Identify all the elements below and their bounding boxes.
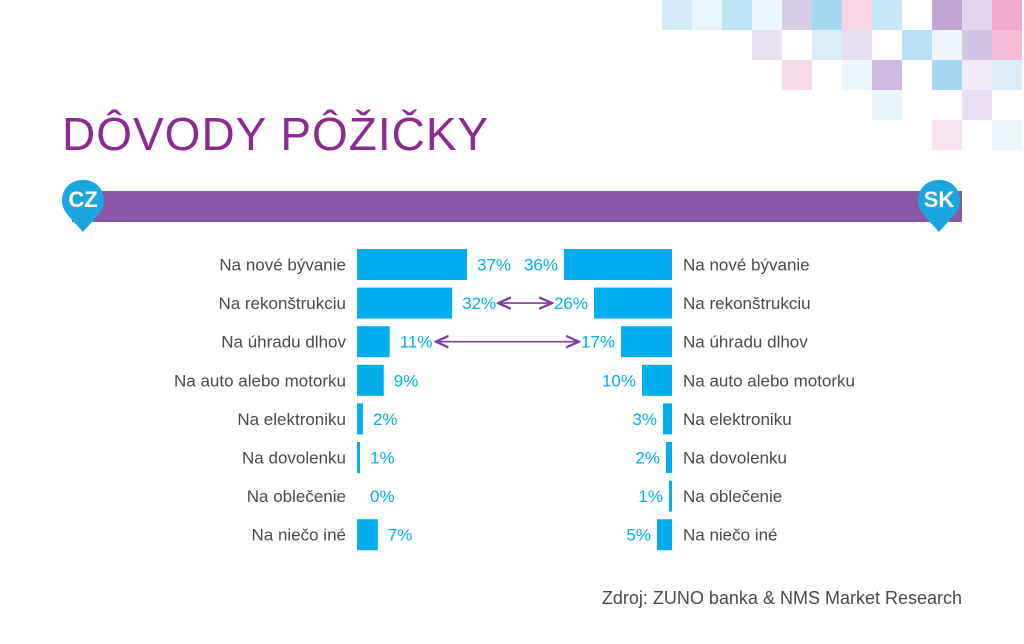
decorative-square <box>722 0 752 30</box>
decorative-square <box>932 30 962 60</box>
decorative-square <box>992 60 1022 90</box>
decorative-square <box>812 0 842 30</box>
cz-bar <box>357 403 363 435</box>
cz-value-label: 11% <box>400 333 433 352</box>
sk-bar <box>669 480 672 512</box>
decorative-square <box>752 30 782 60</box>
decorative-square <box>782 0 812 30</box>
sk-bar <box>642 364 672 396</box>
cz-value-label: 2% <box>373 410 398 429</box>
cz-bar <box>357 519 378 551</box>
decorative-square <box>932 120 962 150</box>
sk-category-label: Na auto alebo motorku <box>683 371 855 390</box>
cz-bar <box>357 442 360 473</box>
decorative-square <box>812 30 842 60</box>
sk-value-label: 36% <box>524 256 558 275</box>
sk-flag-label: SK <box>923 187 955 212</box>
sk-bar <box>666 442 672 473</box>
decorative-square <box>932 60 962 90</box>
sk-bar <box>564 249 672 280</box>
cz-category-label: Na nové bývanie <box>219 256 346 275</box>
cz-flag-label: CZ <box>68 187 98 212</box>
sk-value-label: 1% <box>638 487 663 506</box>
decorative-square <box>962 30 992 60</box>
header-band <box>72 191 962 222</box>
cz-flag-pin-icon: CZ <box>60 178 106 234</box>
source-note: Zdroj: ZUNO banka & NMS Market Research <box>601 588 962 608</box>
sk-category-label: Na oblečenie <box>683 487 782 506</box>
cz-category-label: Na niečo iné <box>251 526 346 545</box>
decorative-square <box>902 30 932 60</box>
decorative-square <box>962 0 992 30</box>
decorative-square <box>692 0 722 30</box>
cz-category-label: Na rekonštrukciu <box>218 294 346 313</box>
sk-value-label: 3% <box>632 410 657 429</box>
sk-value-label: 26% <box>554 294 588 313</box>
cz-value-label: 37% <box>477 256 511 275</box>
decorative-square <box>992 0 1022 30</box>
cz-value-label: 1% <box>370 449 395 468</box>
sk-value-label: 10% <box>602 371 636 390</box>
decorative-square <box>992 120 1022 150</box>
decorative-square <box>992 30 1022 60</box>
cz-value-label: 7% <box>388 526 413 545</box>
sk-category-label: Na niečo iné <box>683 526 778 545</box>
sk-category-label: Na dovolenku <box>683 449 787 468</box>
sk-flag-pin-icon: SK <box>916 178 962 234</box>
decorative-square <box>842 0 872 30</box>
cz-category-label: Na auto alebo motorku <box>174 371 346 390</box>
decorative-square <box>842 30 872 60</box>
cz-category-label: Na elektroniku <box>237 410 346 429</box>
sk-bar <box>663 403 672 435</box>
cz-value-label: 32% <box>462 294 496 313</box>
decorative-square <box>872 0 902 30</box>
decorative-square <box>662 0 692 30</box>
decorative-square <box>872 60 902 90</box>
cz-bar <box>357 364 384 396</box>
decorative-square <box>932 0 962 30</box>
decorative-square <box>872 90 902 120</box>
sk-value-label: 2% <box>635 449 660 468</box>
decorative-square <box>782 60 812 90</box>
sk-category-label: Na nové bývanie <box>683 256 810 275</box>
sk-category-label: Na úhradu dlhov <box>683 333 808 352</box>
sk-bar <box>657 519 672 551</box>
decorative-square <box>842 60 872 90</box>
cz-bar <box>357 287 453 319</box>
sk-category-label: Na rekonštrukciu <box>683 294 811 313</box>
sk-category-label: Na elektroniku <box>683 410 792 429</box>
cz-value-label: 0% <box>370 487 395 506</box>
decorative-squares <box>662 0 1022 150</box>
sk-bar <box>594 287 672 319</box>
cz-bar <box>357 326 390 358</box>
cz-category-label: Na oblečenie <box>247 487 346 506</box>
sk-value-label: 17% <box>581 333 615 352</box>
decorative-square <box>962 60 992 90</box>
cz-value-label: 9% <box>394 371 419 390</box>
sk-bar <box>621 326 672 358</box>
cz-category-label: Na úhradu dlhov <box>221 333 346 352</box>
cz-bar <box>357 249 467 280</box>
decorative-square <box>962 90 992 120</box>
sk-value-label: 5% <box>626 526 651 545</box>
cz-category-label: Na dovolenku <box>242 449 346 468</box>
page-title: DÔVODY PÔŽIČKY <box>62 108 490 160</box>
decorative-square <box>752 0 782 30</box>
